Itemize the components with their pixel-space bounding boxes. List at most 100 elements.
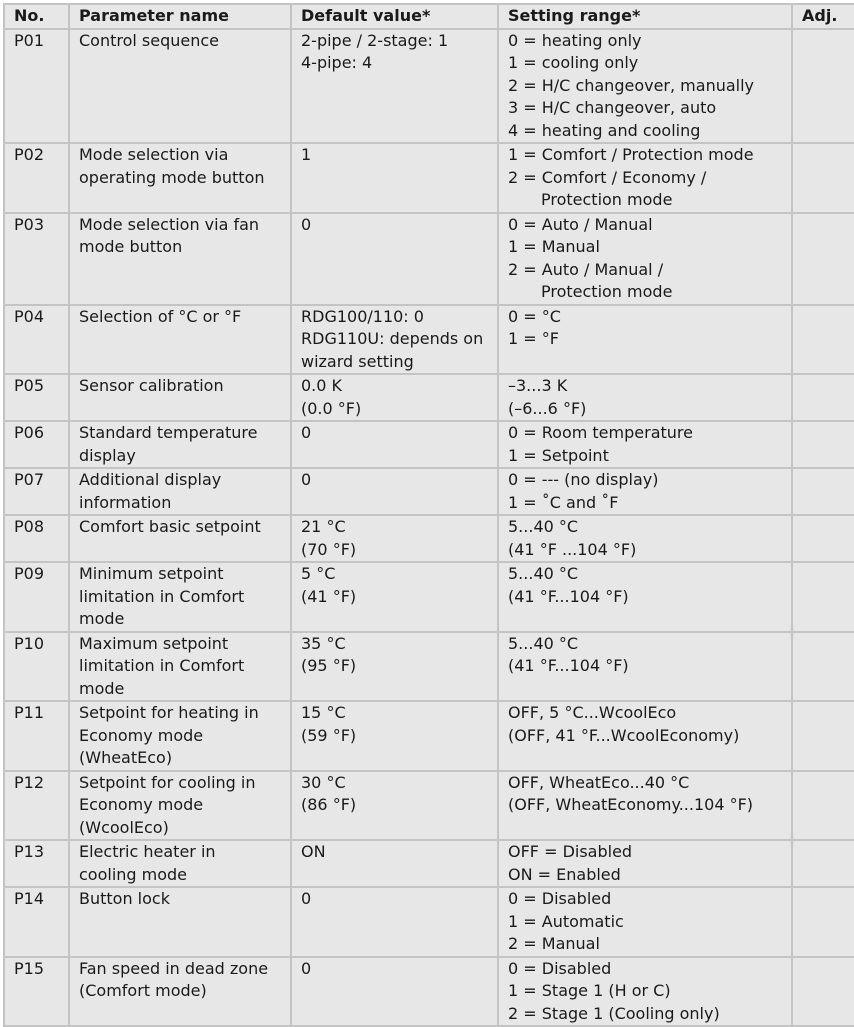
setting-range-line: 1 = Setpoint [508, 445, 609, 465]
default-value: 30 °C (86 °F) [290, 769, 499, 841]
parameter-name: Setpoint for cooling in Economy mode (Wcoo… [68, 769, 292, 841]
parameter-number: P06 [3, 420, 70, 469]
setting-range-line: 0 = --- (no display) [508, 470, 659, 489]
table-row: P08 Comfort basic setpoint 21 °C (70 °F) 5..… [3, 514, 854, 563]
parameter-name-line: Maximum setpoint [79, 633, 229, 653]
parameter-name-line: Additional display [79, 470, 222, 489]
setting-range-line: (41 °F...104 °F) [508, 586, 629, 606]
setting-range: 0 = °C 1 = °F [497, 303, 793, 375]
parameter-name-line: mode [79, 609, 125, 628]
default-value: 0 [290, 467, 499, 516]
parameter-name-line: Sensor calibration [79, 376, 224, 395]
setting-range-line: 5...40 °C [508, 517, 579, 536]
table-row: P10 Maximum setpoint limitation in Comfort… [3, 630, 854, 702]
default-value-line: (0.0 °F) [301, 398, 362, 418]
parameter-number: P12 [3, 769, 70, 841]
adjusted-value [791, 211, 854, 306]
parameter-number: P15 [3, 955, 70, 1027]
setting-range-line: 2 = Auto / Manual / [508, 259, 664, 279]
default-value: 21 °C (70 °F) [290, 514, 499, 563]
setting-range: 1 = Comfort / Protection mode 2 = Comfort… [497, 142, 793, 214]
parameter-name: Control sequence [68, 27, 292, 144]
col-parameter-name-header: Parameter name [68, 3, 292, 30]
default-value-line: wizard setting [301, 351, 414, 371]
default-value-line: 0 [301, 958, 312, 978]
default-value-line: 0 [301, 889, 312, 908]
setting-range-line: OFF = Disabled [508, 842, 633, 861]
default-value-line: 0 [301, 214, 312, 234]
setting-range-line: 0 = °C [508, 306, 561, 326]
default-value: 0 [290, 211, 499, 306]
parameter-name-line: (WcoolEco) [79, 817, 169, 837]
parameter-number: P07 [3, 467, 70, 516]
table-row: P01 Control sequence 2-pipe / 2-stage: 1 4-… [3, 27, 854, 144]
setting-range-line: (41 °F...104 °F) [508, 656, 629, 675]
default-value-line: 35 °C [301, 633, 346, 653]
setting-range-line: (OFF, 41 °F...WcoolEconomy) [508, 725, 740, 745]
setting-range: 0 = heating only 1 = cooling only 2 = H/C … [497, 27, 793, 144]
header-row: No. Parameter name Default value* Setting r… [3, 3, 854, 30]
parameter-name-line: Standard temperature [79, 423, 258, 442]
adjusted-value [791, 630, 854, 702]
setting-range-line: 0 = Auto / Manual [508, 214, 653, 234]
setting-range: 0 = Disabled 1 = Stage 1 (H or C) 2 = Stag… [497, 955, 793, 1027]
parameter-name-line: Setpoint for heating in [79, 703, 259, 722]
setting-range: 0 = Room temperature 1 = Setpoint [497, 420, 793, 469]
table-row: P05 Sensor calibration 0.0 K (0.0 °F) –3...3… [3, 373, 854, 422]
parameter-number: P10 [3, 630, 70, 702]
parameter-name-line: Minimum setpoint [79, 564, 224, 583]
setting-range-line: 1 = ˚C and ˚F [508, 492, 619, 512]
default-value-line: 0 [301, 423, 312, 442]
default-value: 0 [290, 955, 499, 1027]
parameter-name: Button lock [68, 886, 292, 958]
adjusted-value [791, 839, 854, 888]
default-value-line: 15 °C [301, 703, 346, 722]
setting-range-line: 5...40 °C [508, 633, 579, 653]
setting-range-line: Protection mode [541, 282, 673, 301]
parameter-name-line: Mode selection via fan [79, 214, 260, 234]
parameter-number: P02 [3, 142, 70, 214]
setting-range-line: –3...3 K [508, 376, 568, 395]
adjusted-value [791, 700, 854, 772]
default-value-line: 4-pipe: 4 [301, 53, 373, 72]
setting-range-line: 2 = Manual [508, 934, 600, 953]
setting-range-line: 0 = Disabled [508, 889, 612, 908]
parameter-name-line: (Comfort mode) [79, 981, 207, 1000]
setting-range-line: 0 = Room temperature [508, 423, 693, 442]
default-value: 0 [290, 886, 499, 958]
table-row: P02 Mode selection via operating mode butt… [3, 142, 854, 214]
parameter-name: Electric heater in cooling mode [68, 839, 292, 888]
parameter-number: P03 [3, 211, 70, 306]
adjusted-value [791, 467, 854, 516]
default-value: 35 °C (95 °F) [290, 630, 499, 702]
setting-range: 5...40 °C (41 °F ...104 °F) [497, 514, 793, 563]
adjusted-value [791, 514, 854, 563]
setting-range-line: 1 = Automatic [508, 911, 624, 931]
setting-range-line: 1 = °F [508, 329, 559, 348]
default-value: 2-pipe / 2-stage: 1 4-pipe: 4 [290, 27, 499, 144]
setting-range-line: OFF, WheatEco...40 °C [508, 772, 690, 792]
default-value-line: (70 °F) [301, 539, 357, 559]
parameter-name: Additional display information [68, 467, 292, 516]
setting-range: 0 = Disabled 1 = Automatic 2 = Manual [497, 886, 793, 958]
parameter-name-line: Setpoint for cooling in [79, 772, 256, 792]
parameter-name-line: Mode selection via [79, 145, 229, 164]
setting-range-line: (–6...6 °F) [508, 398, 587, 418]
col-setting-range-header: Setting range* [497, 3, 793, 30]
default-value-line: (86 °F) [301, 795, 357, 814]
setting-range-line: 5...40 °C [508, 564, 579, 583]
parameter-name-line: mode [79, 678, 125, 698]
parameter-name: Setpoint for heating in Economy mode (Whea… [68, 700, 292, 772]
table-row: P15 Fan speed in dead zone (Comfort mode) 0… [3, 955, 854, 1027]
parameter-name-line: Button lock [79, 889, 170, 908]
adjusted-value [791, 561, 854, 633]
parameter-name-line: Selection of °C or °F [79, 306, 242, 326]
parameter-number: P14 [3, 886, 70, 958]
default-value-line: RDG100/110: 0 [301, 306, 424, 326]
parameter-name-line: Economy mode [79, 725, 204, 745]
adjusted-value [791, 142, 854, 214]
parameter-number: P08 [3, 514, 70, 563]
table-row: P14 Button lock 0 0 = Disabled 1 = Automatic… [3, 886, 854, 958]
default-value: 0.0 K (0.0 °F) [290, 373, 499, 422]
parameter-number: P13 [3, 839, 70, 888]
